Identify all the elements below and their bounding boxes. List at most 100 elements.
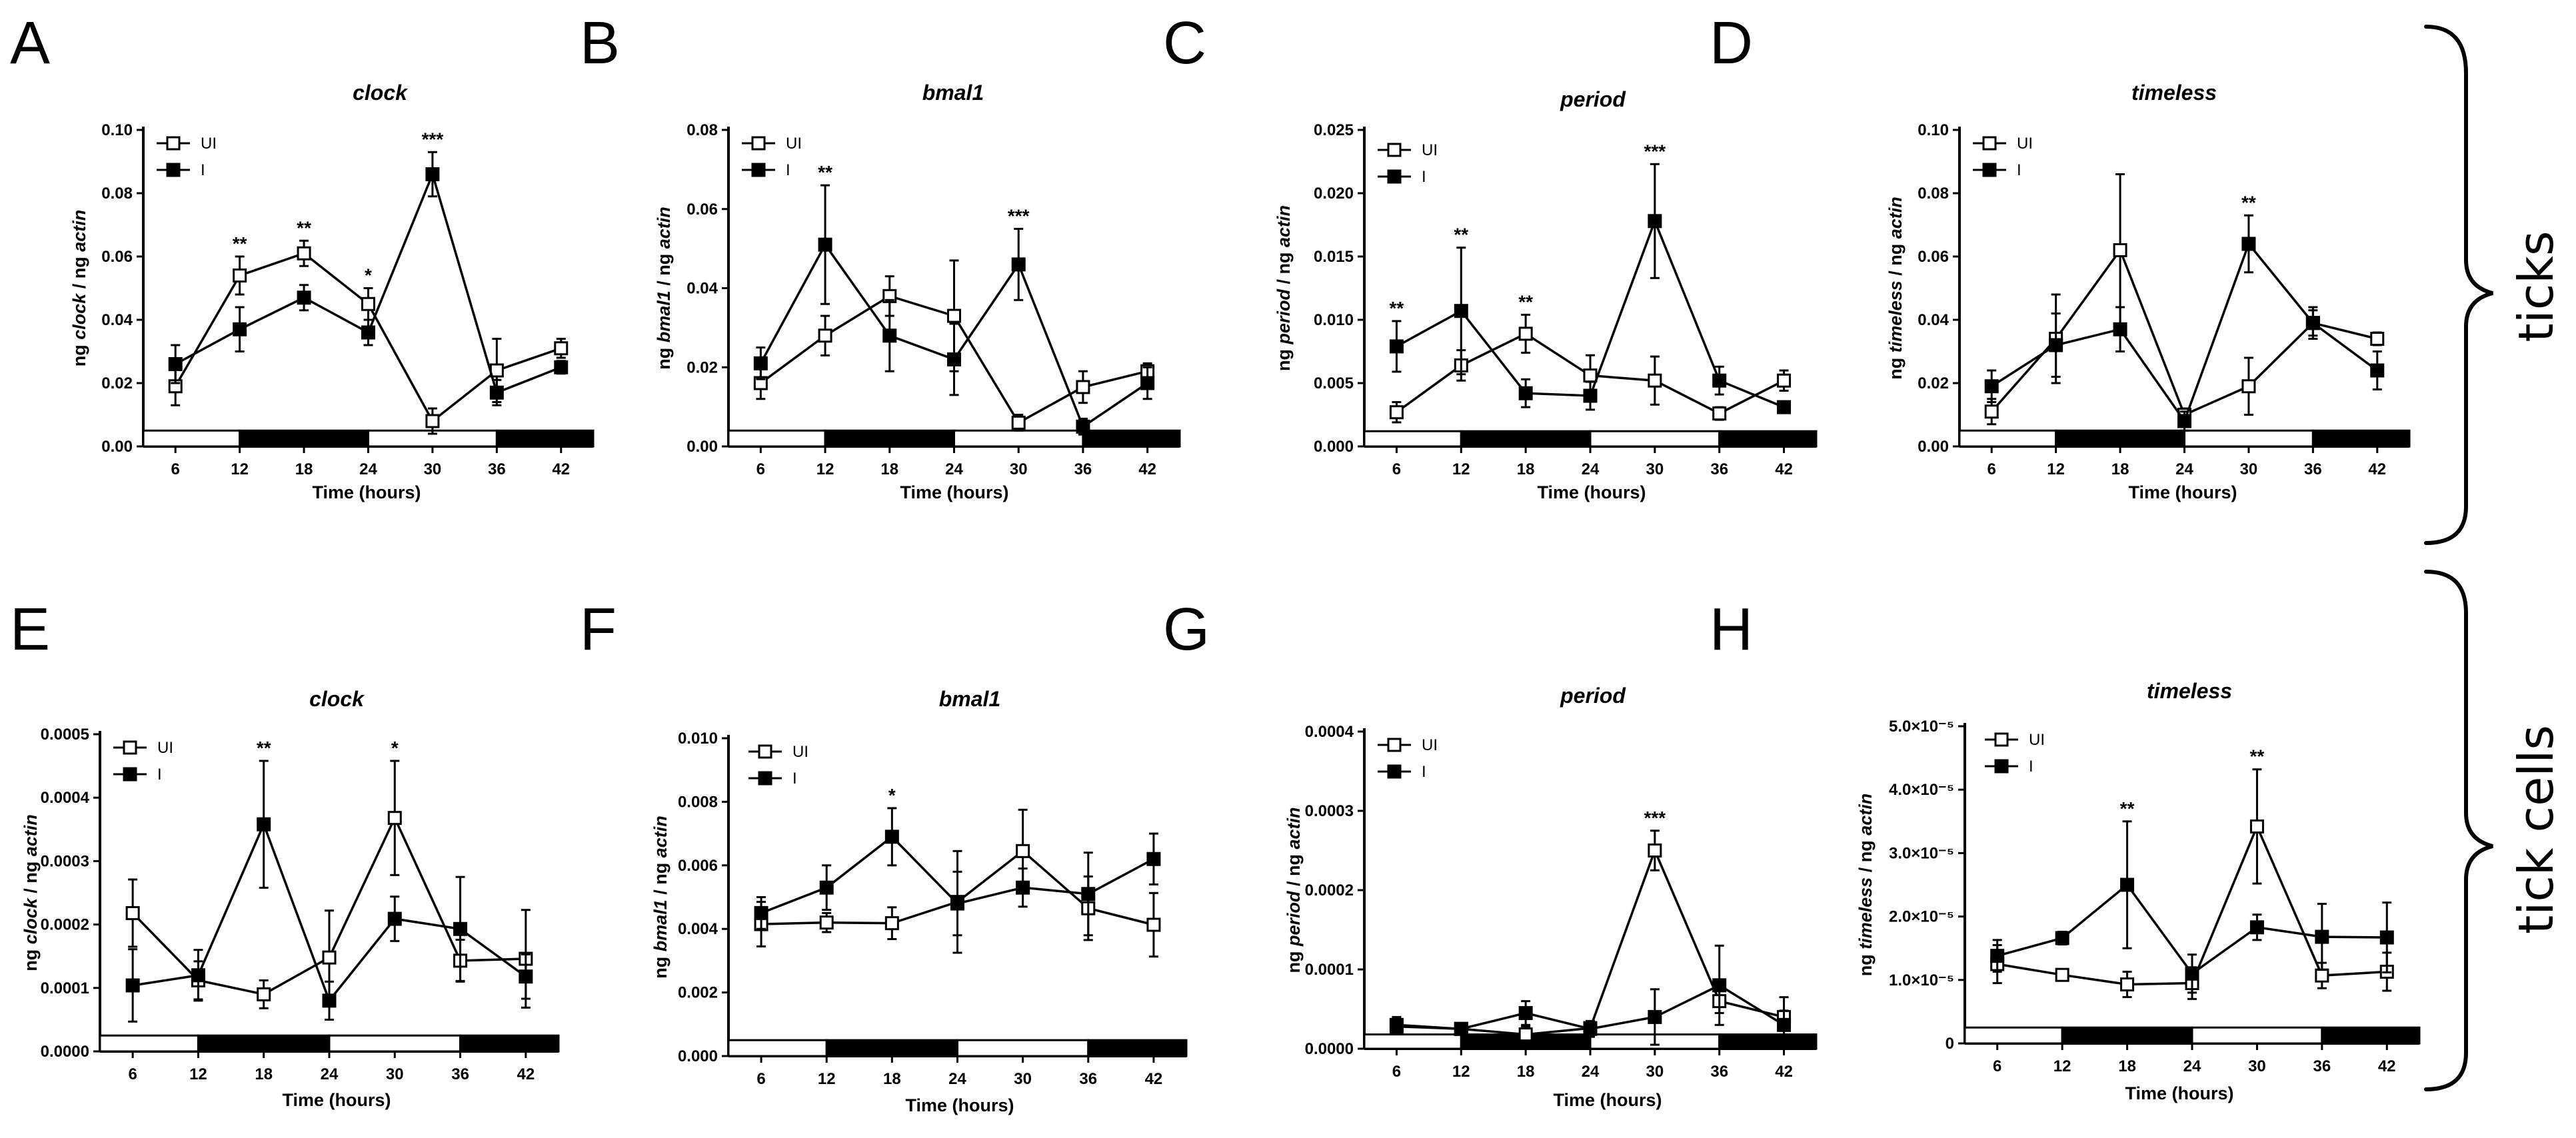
data-point — [1712, 373, 1727, 388]
x-axis-title: Time (hours) — [2128, 482, 2237, 502]
significance-label: ** — [2250, 746, 2265, 767]
y-tick-label: 0.08 — [686, 121, 718, 139]
tick-cells-label: tick cells — [2508, 725, 2564, 934]
panel-letter: H — [1710, 596, 1753, 663]
light-phase-bar — [1958, 429, 2057, 448]
data-point — [322, 993, 337, 1008]
data-point — [819, 880, 834, 895]
data-point — [2241, 237, 2256, 251]
legend-marker — [1387, 169, 1402, 184]
y-tick-label: 5.0×10⁻⁵ — [1889, 718, 1954, 736]
x-tick-label: 12 — [189, 1065, 207, 1083]
x-tick-label: 24 — [948, 1070, 966, 1088]
dark-phase-bar — [1718, 430, 1818, 448]
data-point — [1140, 376, 1155, 390]
x-tick-label: 18 — [880, 460, 898, 478]
ticks-group-label: ticks — [2424, 25, 2564, 545]
x-tick-label: 24 — [2183, 1057, 2201, 1075]
dark-phase-bar — [2311, 429, 2411, 448]
legend: UI I — [748, 743, 808, 788]
data-point — [1777, 400, 1792, 414]
legend-label: I — [1422, 763, 1426, 781]
chart-title: timeless — [2131, 81, 2217, 105]
data-point — [1016, 844, 1030, 858]
light-phase-bar — [142, 429, 241, 448]
y-tick-label: 0.02 — [101, 374, 133, 392]
y-tick-label: 0.00 — [101, 438, 133, 456]
x-tick-label: 30 — [1646, 460, 1664, 478]
data-point — [125, 905, 140, 920]
x-tick-label: 42 — [1138, 460, 1156, 478]
legend-label: UI — [201, 135, 217, 153]
x-axis-title: Time (hours) — [1537, 482, 1646, 502]
y-axis-title: ng period / ng actin — [1284, 807, 1304, 973]
legend-label: I — [157, 766, 162, 784]
series-i — [753, 184, 1155, 436]
data-point — [297, 246, 311, 261]
data-point — [2177, 414, 2191, 428]
data-point — [425, 167, 440, 181]
significance-label: ** — [1390, 298, 1404, 318]
legend-marker — [1994, 732, 2009, 747]
data-point — [1777, 373, 1792, 388]
x-axis-title: Time (hours) — [1553, 1090, 1662, 1110]
light-phase-bar — [1963, 1026, 2063, 1045]
data-point — [361, 325, 375, 340]
tick-cells-group-label: tick cells — [2424, 570, 2564, 1091]
data-point — [2049, 338, 2063, 352]
legend-marker — [1387, 738, 1402, 752]
y-axis-title: ng timeless / ng actin — [1856, 794, 1876, 977]
y-tick-label: 0.0002 — [41, 916, 89, 934]
x-axis-title: Time (hours) — [900, 482, 1008, 502]
data-point — [2305, 316, 2320, 330]
tick-cells-brace — [2424, 570, 2493, 1091]
legend-label: UI — [786, 135, 802, 153]
legend-label: I — [1422, 168, 1426, 186]
significance-label: * — [888, 785, 896, 806]
x-axis-title: Time (hours) — [312, 482, 421, 502]
chart-title: bmal1 — [939, 687, 1000, 711]
data-point — [125, 978, 140, 993]
data-point — [2249, 819, 2264, 834]
y-axis-title: ng period / ng actin — [1274, 205, 1294, 371]
x-tick-label: 42 — [1145, 1070, 1163, 1088]
data-point — [2113, 322, 2127, 336]
x-axis-title: Time (hours) — [282, 1090, 391, 1110]
data-point — [2120, 877, 2135, 892]
dark-phase-bar — [197, 1034, 331, 1053]
significance-label: ** — [297, 217, 311, 238]
x-tick-label: 18 — [1517, 460, 1535, 478]
dark-phase-bar — [2055, 429, 2185, 448]
y-tick-label: 0.020 — [1314, 185, 1354, 203]
significance-label: ** — [233, 233, 247, 254]
data-point — [1518, 1005, 1533, 1020]
data-point — [1081, 887, 1096, 901]
y-tick-label: 0.04 — [686, 280, 718, 298]
data-point — [818, 328, 832, 343]
data-point — [1454, 304, 1468, 318]
x-tick-label: 18 — [2111, 460, 2129, 478]
x-tick-label: 12 — [816, 460, 834, 478]
data-point — [1389, 405, 1404, 420]
y-tick-label: 0.10 — [101, 121, 133, 139]
series-i — [168, 151, 569, 406]
x-tick-label: 6 — [1993, 1057, 2001, 1075]
y-axis-title: ng clock / ng actin — [21, 814, 41, 971]
y-tick-label: 2.0×10⁻⁵ — [1889, 908, 1954, 926]
data-point — [882, 328, 897, 343]
data-point — [1712, 406, 1727, 421]
data-point — [1011, 415, 1026, 430]
y-tick-label: 0.06 — [686, 201, 718, 219]
dark-phase-bar — [1087, 1039, 1188, 1057]
legend-label: I — [786, 161, 790, 179]
data-point — [1076, 380, 1090, 394]
x-tick-label: 30 — [1010, 460, 1028, 478]
x-tick-label: 30 — [424, 460, 442, 478]
legend-label: I — [201, 161, 205, 179]
chart-title: clock — [353, 81, 409, 105]
